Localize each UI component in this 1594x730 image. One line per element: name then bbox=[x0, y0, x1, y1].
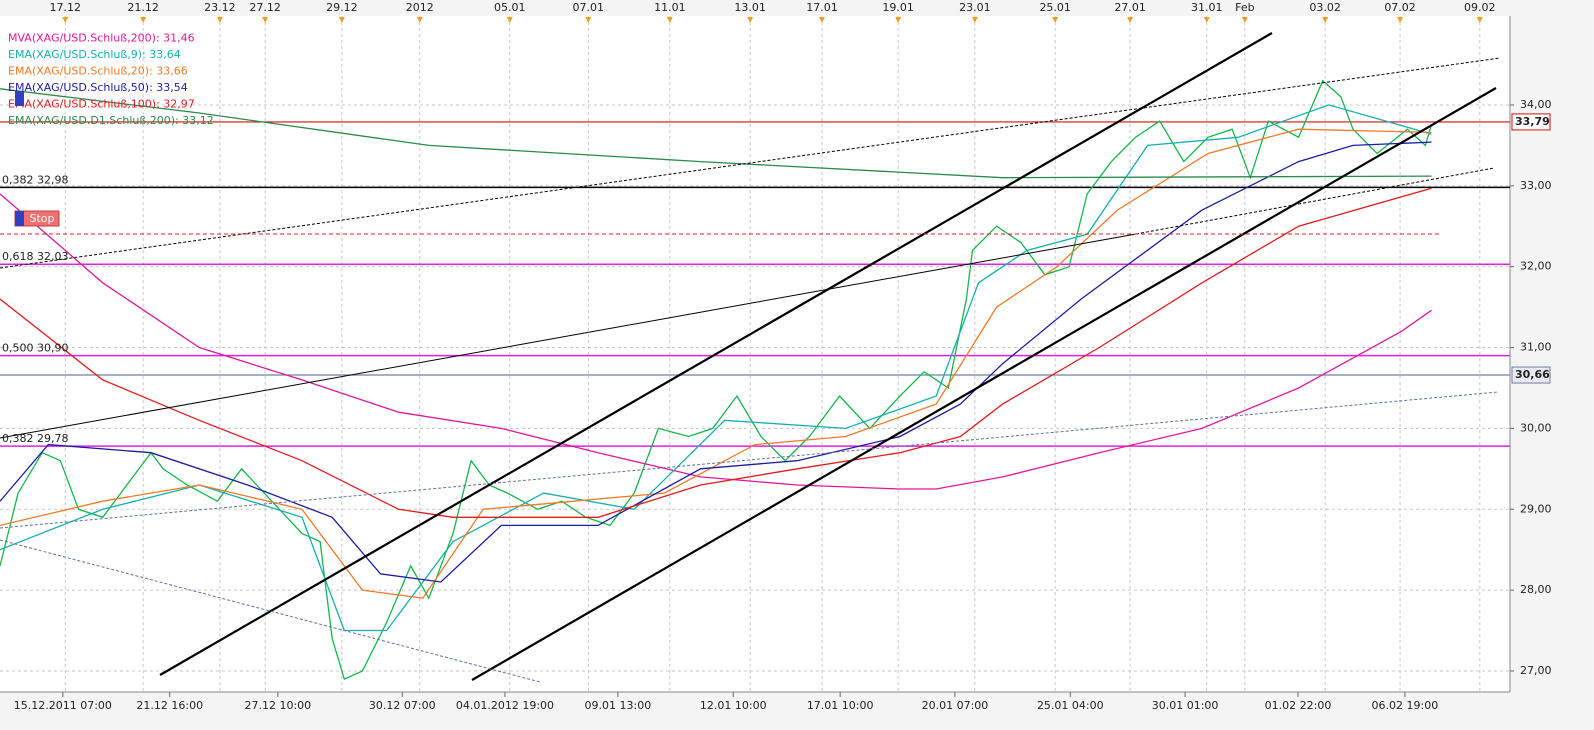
event-marker bbox=[1322, 17, 1329, 23]
x2-tick-label: 09.02 bbox=[1464, 1, 1496, 14]
fib-level-label: 0,382 32,98 bbox=[2, 173, 68, 186]
x-tick-label: 20.01 07:00 bbox=[922, 699, 989, 712]
x2-tick-label: 2012 bbox=[406, 1, 434, 14]
trend-lines bbox=[0, 32, 1501, 683]
event-marker bbox=[747, 17, 754, 23]
trend-line bbox=[0, 57, 1501, 269]
x-tick-label: 30.12 07:00 bbox=[369, 699, 436, 712]
price-box bbox=[1511, 366, 1551, 384]
channel-line bbox=[159, 32, 1273, 676]
series-line bbox=[0, 193, 1432, 490]
x2-tick-label: 03.02 bbox=[1309, 1, 1341, 14]
x-tick-label: 25.01 04:00 bbox=[1037, 699, 1104, 712]
legend-marker bbox=[15, 91, 24, 106]
legend-entry: EMA(XAG/USD.D1.Schluß,200): 33,12 bbox=[8, 114, 214, 127]
x2-tick-label: 29.12 bbox=[326, 1, 358, 14]
series-line bbox=[0, 141, 1432, 583]
x2-tick-label: 07.01 bbox=[573, 1, 605, 14]
event-marker bbox=[216, 17, 223, 23]
stop-label[interactable]: Stop bbox=[29, 212, 54, 225]
top-axis-bar bbox=[0, 0, 1594, 16]
event-marker bbox=[895, 17, 902, 23]
event-marker bbox=[666, 17, 673, 23]
data-layer bbox=[0, 16, 1510, 692]
y-tick-label: 28,00 bbox=[1520, 583, 1552, 596]
x2-tick-label: 07.02 bbox=[1384, 1, 1416, 14]
stop-marker bbox=[15, 211, 24, 226]
event-marker bbox=[1397, 17, 1404, 23]
x-tick-label: 15.12.2011 07:00 bbox=[14, 699, 112, 712]
x2-tick-label: 25.01 bbox=[1039, 1, 1071, 14]
series-line bbox=[0, 128, 1432, 599]
x2-tick-label: 31.01 bbox=[1191, 1, 1223, 14]
series-line bbox=[0, 187, 1432, 518]
bottom-axis-bar bbox=[0, 692, 1594, 730]
price-box-label: 30,66 bbox=[1515, 368, 1550, 381]
x-tick-label: 01.02 22:00 bbox=[1265, 699, 1332, 712]
x2-tick-label: Feb bbox=[1235, 1, 1254, 14]
y-tick-label: 27,00 bbox=[1520, 664, 1552, 677]
trend-line bbox=[0, 391, 1499, 529]
trend-line bbox=[0, 233, 1137, 439]
event-marker bbox=[1241, 17, 1248, 23]
x2-tick-label: 11.01 bbox=[654, 1, 686, 14]
series-line bbox=[0, 88, 1432, 179]
y-tick-label: 34,00 bbox=[1520, 98, 1552, 111]
event-marker bbox=[1476, 17, 1483, 23]
series-line bbox=[0, 104, 1432, 632]
event-marker bbox=[416, 17, 423, 23]
event-marker bbox=[1052, 17, 1059, 23]
x-tick-label: 30.01 01:00 bbox=[1152, 699, 1219, 712]
event-marker bbox=[971, 17, 978, 23]
event-marker bbox=[140, 17, 147, 23]
y-tick-label: 33,00 bbox=[1520, 179, 1552, 192]
x-tick-label: 27.12 10:00 bbox=[244, 699, 311, 712]
price-box-label: 33,79 bbox=[1515, 115, 1550, 128]
x2-tick-label: 17.12 bbox=[49, 1, 81, 14]
channel-line bbox=[471, 87, 1497, 681]
legend-entry: EMA(XAG/USD.Schluß,50): 33,54 bbox=[8, 81, 188, 94]
fib-level-label: 0,618 32,03 bbox=[2, 250, 68, 263]
x2-tick-label: 27.12 bbox=[249, 1, 281, 14]
y-tick-label: 32,00 bbox=[1520, 260, 1552, 273]
series-line bbox=[0, 79, 1433, 680]
y-tick-label: 31,00 bbox=[1520, 341, 1552, 354]
legend-entry: EMA(XAG/USD.Schluß,100): 32,97 bbox=[8, 98, 195, 111]
event-marker bbox=[585, 17, 592, 23]
x-tick-label: 04.01.2012 19:00 bbox=[456, 699, 554, 712]
trend-line bbox=[1135, 167, 1495, 235]
fib-level-label: 0,500 30,90 bbox=[2, 342, 68, 355]
x-tick-label: 06.02 19:00 bbox=[1372, 699, 1439, 712]
event-marker bbox=[262, 17, 269, 23]
y-tick-label: 29,00 bbox=[1520, 502, 1552, 515]
x2-tick-label: 05.01 bbox=[494, 1, 526, 14]
x2-tick-label: 21.12 bbox=[127, 1, 159, 14]
price-box bbox=[1511, 113, 1551, 131]
x2-tick-label: 23.12 bbox=[204, 1, 236, 14]
event-marker bbox=[506, 17, 513, 23]
x2-tick-label: 19.01 bbox=[882, 1, 914, 14]
x-tick-label: 17.01 10:00 bbox=[807, 699, 874, 712]
x2-tick-label: 27.01 bbox=[1114, 1, 1146, 14]
y-tick-label: 30,00 bbox=[1520, 421, 1552, 434]
fib-level-label: 0,382 29,78 bbox=[2, 432, 68, 445]
trend-line bbox=[0, 539, 541, 683]
legend-entry: MVA(XAG/USD.Schluß,200): 31,46 bbox=[8, 32, 195, 45]
legend-entry: EMA(XAG/USD.Schluß,9): 33,64 bbox=[8, 48, 181, 61]
legend-entry: EMA(XAG/USD.Schluß,20): 33,66 bbox=[8, 65, 188, 78]
x2-tick-label: 17.01 bbox=[806, 1, 838, 14]
x-tick-label: 12.01 10:00 bbox=[700, 699, 767, 712]
event-marker bbox=[338, 17, 345, 23]
plot-area bbox=[0, 0, 1510, 692]
event-marker bbox=[819, 17, 826, 23]
x-tick-label: 21.12 16:00 bbox=[136, 699, 203, 712]
x2-tick-label: 13.01 bbox=[734, 1, 766, 14]
event-marker bbox=[1203, 17, 1210, 23]
event-marker bbox=[62, 17, 69, 23]
x-tick-label: 09.01 13:00 bbox=[585, 699, 652, 712]
event-marker bbox=[1127, 17, 1134, 23]
x2-tick-label: 23.01 bbox=[959, 1, 991, 14]
